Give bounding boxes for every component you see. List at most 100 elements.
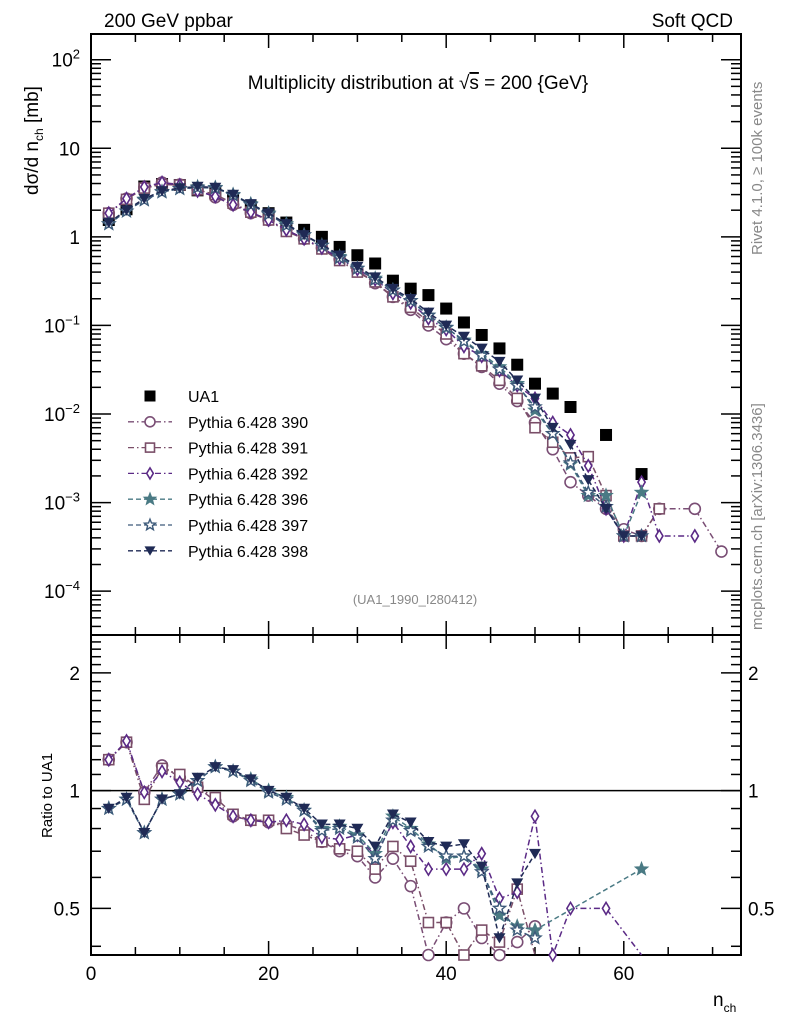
data-point [244, 199, 257, 210]
y-tick-label: 10−1 [44, 312, 80, 337]
data-point [351, 249, 364, 262]
data-point [280, 219, 293, 230]
ratio-data-point [441, 861, 451, 877]
ratio-y-tick-label-left: 1 [69, 782, 80, 803]
data-point [635, 468, 648, 481]
ratio-data-point [369, 863, 381, 875]
ratio-data-point [565, 900, 576, 916]
data-point [457, 316, 470, 329]
ratio-data-point [280, 792, 293, 803]
data-point [546, 422, 559, 434]
data-point [440, 320, 453, 331]
ratio-data-point [262, 785, 275, 797]
ratio-data-point [228, 808, 238, 824]
legend-marker [144, 546, 156, 556]
data-point [369, 257, 382, 270]
ratio-data-point [633, 860, 650, 876]
data-point [369, 272, 382, 283]
series-pythia-6-428-392 [104, 175, 700, 544]
analysis-label: (UA1_1990_I280412) [353, 592, 477, 607]
ratio-data-point [173, 789, 186, 800]
ratio-data-point [191, 772, 204, 783]
legend-entry: UA1 [144, 389, 219, 406]
series-pythia-6-428-398 [102, 181, 648, 542]
ratio-data-point [493, 933, 506, 944]
header-left-label: 200 GeV ppbar [104, 11, 234, 32]
data-point [564, 475, 577, 489]
ratio-data-point [475, 924, 488, 936]
data-point [386, 274, 399, 287]
x-axis-label: nch [713, 990, 736, 1015]
legend-marker [144, 415, 156, 428]
ratio-y-tick-label-left: 2 [69, 664, 80, 685]
mcplots-source-label: mcplots.cern.ch [arXiv:1306.3436] [749, 403, 766, 630]
data-point [475, 343, 488, 354]
data-point [600, 504, 613, 515]
y-axis-label: dσ/d nch [mb] [22, 86, 46, 195]
legend-label: Pythia 6.428 392 [188, 466, 308, 483]
series-line [108, 186, 642, 537]
y-tick-label: 102 [52, 47, 80, 72]
ratio-data-point [386, 852, 400, 865]
ratio-data-point [440, 916, 452, 929]
ratio-y-tick-label-right: 1 [748, 782, 759, 803]
data-point [473, 347, 490, 362]
ratio-data-point [456, 847, 472, 863]
ratio-series-line [108, 766, 536, 941]
y-tick-label: 10−4 [44, 578, 80, 603]
data-point [598, 487, 614, 503]
ratio-data-point [349, 829, 366, 844]
ratio-y-tick-label-right: 0.5 [748, 899, 774, 920]
ratio-series-line [108, 740, 536, 958]
data-point [564, 439, 577, 451]
ratio-data-point [457, 839, 470, 850]
x-tick-label: 20 [258, 964, 279, 985]
legend-label: Pythia 6.428 391 [188, 441, 308, 458]
ratio-plot-area: 0 20 40 60 2 2 1 1 0.5 0.5 [54, 634, 774, 985]
ratio-data-point [104, 752, 114, 768]
x-tick-label: 0 [86, 964, 97, 985]
main-plot-area: 102 10 1 10−1 10−2 10−3 10−4 [44, 33, 742, 649]
data-point [475, 328, 488, 341]
ratio-series-line [108, 740, 536, 957]
data-point [546, 387, 559, 400]
ratio-data-point [601, 900, 611, 916]
ratio-series-pythia-6-428-390 [102, 735, 542, 962]
series-line [108, 185, 642, 537]
ratio-data-point [246, 812, 256, 828]
data-point [635, 531, 648, 542]
ratio-y-tick-label-left: 0.5 [54, 899, 80, 920]
ratio-series-pythia-6-428-391 [102, 736, 536, 961]
data-point [262, 208, 275, 219]
ratio-data-point [402, 822, 419, 838]
series-line [108, 186, 643, 538]
ratio-data-point [475, 861, 488, 872]
data-point [440, 302, 453, 315]
ratio-data-point [138, 828, 151, 839]
header-right-label: Soft QCD [652, 11, 733, 32]
data-point [633, 484, 650, 500]
series-pythia-6-428-397 [100, 179, 650, 543]
ratio-data-point [335, 831, 345, 848]
ratio-data-point [404, 879, 417, 893]
data-point [617, 531, 630, 542]
data-point [600, 428, 613, 441]
ratio-series-line [108, 739, 643, 956]
data-point [210, 189, 220, 205]
chart-title: Multiplicity distribution at √s = 200 {G… [248, 73, 588, 94]
x-tick-label: 40 [436, 964, 457, 985]
ratio-data-point [351, 823, 364, 834]
ratio-data-point [548, 947, 558, 963]
ratio-data-point [281, 812, 291, 828]
data-point [227, 189, 240, 200]
ratio-data-point [351, 845, 364, 858]
legend-marker [144, 390, 156, 402]
ratio-data-point [387, 840, 399, 853]
ratio-data-point [438, 847, 455, 863]
ratio-data-point [369, 841, 382, 852]
ratio-data-point [530, 808, 540, 824]
data-point [404, 282, 417, 295]
legend-marker [142, 517, 158, 532]
data-point [653, 503, 666, 515]
data-point [138, 193, 151, 205]
